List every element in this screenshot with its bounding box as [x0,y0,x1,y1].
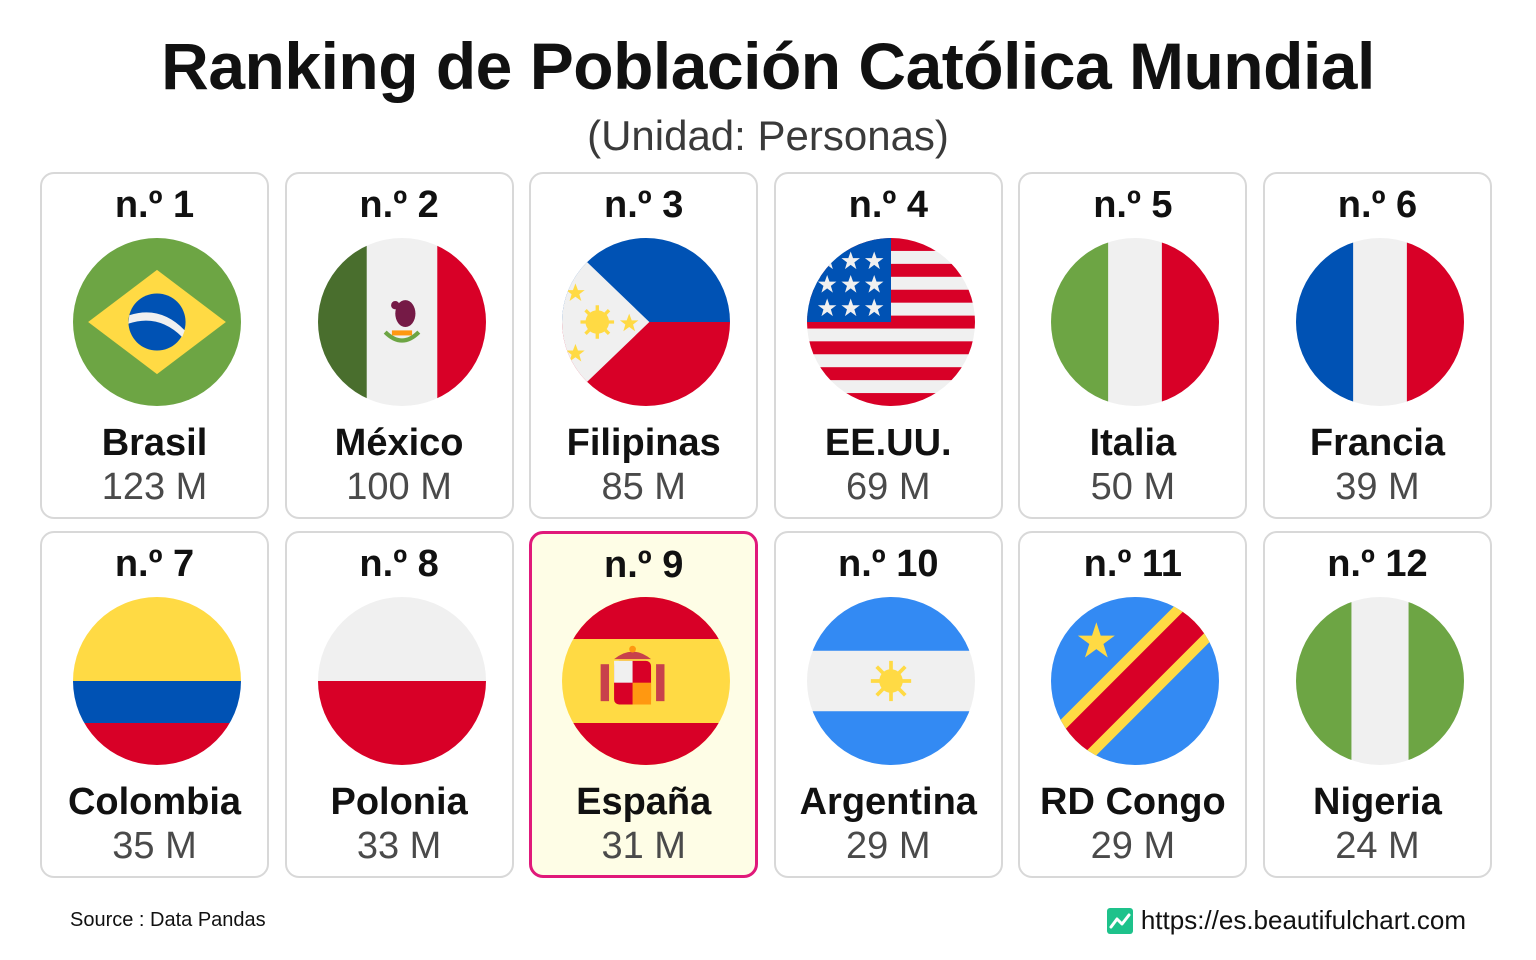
population-value: 85 M [601,466,686,508]
brazil-flag-icon [73,238,241,406]
website-url[interactable]: https://es.beautifulchart.com [1140,905,1466,935]
usa-flag-icon [806,238,975,406]
ranking-card-highlighted: n.º 9 España 31 M [529,531,759,878]
ranking-card: n.º 12 Nigeria 24 M [1262,531,1492,878]
ranking-card: n.º 10 Argentina 29 M [773,531,1003,878]
population-value: 123 M [101,466,208,508]
country-name: Filipinas [566,422,721,464]
population-value: 31 M [601,825,686,867]
country-name: España [576,781,712,823]
page-title: Ranking de Población Católica Mundial [161,29,1375,103]
nigeria-flag-icon [1295,597,1464,765]
population-value: 69 M [846,466,931,508]
country-name: Brasil [101,422,208,464]
ranking-card: n.º 11 RD Congo 29 M [1018,531,1248,878]
population-value: 50 M [1090,466,1176,508]
colombia-flag-icon [73,597,241,765]
ranking-grid: n.º 1 Brasil 123 M n.º 2 [40,172,1492,878]
italy-flag-icon [1051,238,1220,406]
rank-label: n.º 2 [359,184,439,226]
population-value: 100 M [346,466,452,508]
country-name: Francia [1309,422,1446,464]
mexico-flag-icon [317,238,486,406]
rank-label: n.º 10 [838,543,939,585]
website-link[interactable]: https://es.beautifulchart.com [1106,905,1466,936]
ranking-card: n.º 3 [529,172,759,519]
country-name: RD Congo [1040,781,1226,823]
country-name: México [334,422,464,464]
rank-label: n.º 5 [1093,184,1173,226]
page-subtitle: (Unidad: Personas) [587,112,949,159]
rank-label: n.º 12 [1327,543,1428,585]
population-value: 39 M [1335,466,1420,508]
france-flag-icon [1295,238,1464,406]
country-name: Polonia [330,781,468,823]
philippines-flag-icon [562,238,731,406]
rank-label: n.º 3 [604,184,684,226]
country-name: EE.UU. [824,422,952,464]
ranking-card: n.º 1 Brasil 123 M [40,172,269,519]
ranking-card: n.º 5 Italia 50 M [1018,172,1248,519]
country-name: Argentina [799,781,977,823]
rank-label: n.º 9 [604,544,684,586]
ranking-card: n.º 2 México 100 M [284,172,514,519]
rank-label: n.º 11 [1083,543,1183,585]
ranking-card: n.º 7 Colombia 35 M [40,531,269,878]
source-note: Source : Data Pandas [70,909,266,931]
population-value: 29 M [846,825,931,867]
spain-flag-icon [562,597,731,765]
ranking-card: n.º 8 Polonia 33 M [284,531,514,878]
population-value: 33 M [356,825,442,867]
country-name: Colombia [67,781,242,823]
population-value: 35 M [112,825,197,867]
ranking-card: n.º 6 Francia 39 M [1262,172,1492,519]
chart-logo-icon [1106,907,1133,934]
argentina-flag-icon [806,597,975,765]
rank-label: n.º 6 [1337,184,1418,226]
rank-label: n.º 7 [114,543,195,585]
drcongo-flag-icon [1051,597,1220,765]
country-name: Nigeria [1313,781,1442,823]
rank-label: n.º 8 [359,543,439,585]
population-value: 24 M [1335,825,1420,867]
ranking-card: n.º 4 [773,172,1003,519]
rank-label: n.º 4 [848,184,928,226]
country-name: Italia [1089,422,1177,464]
poland-flag-icon [317,597,486,765]
rank-label: n.º 1 [114,184,195,226]
population-value: 29 M [1090,825,1176,867]
